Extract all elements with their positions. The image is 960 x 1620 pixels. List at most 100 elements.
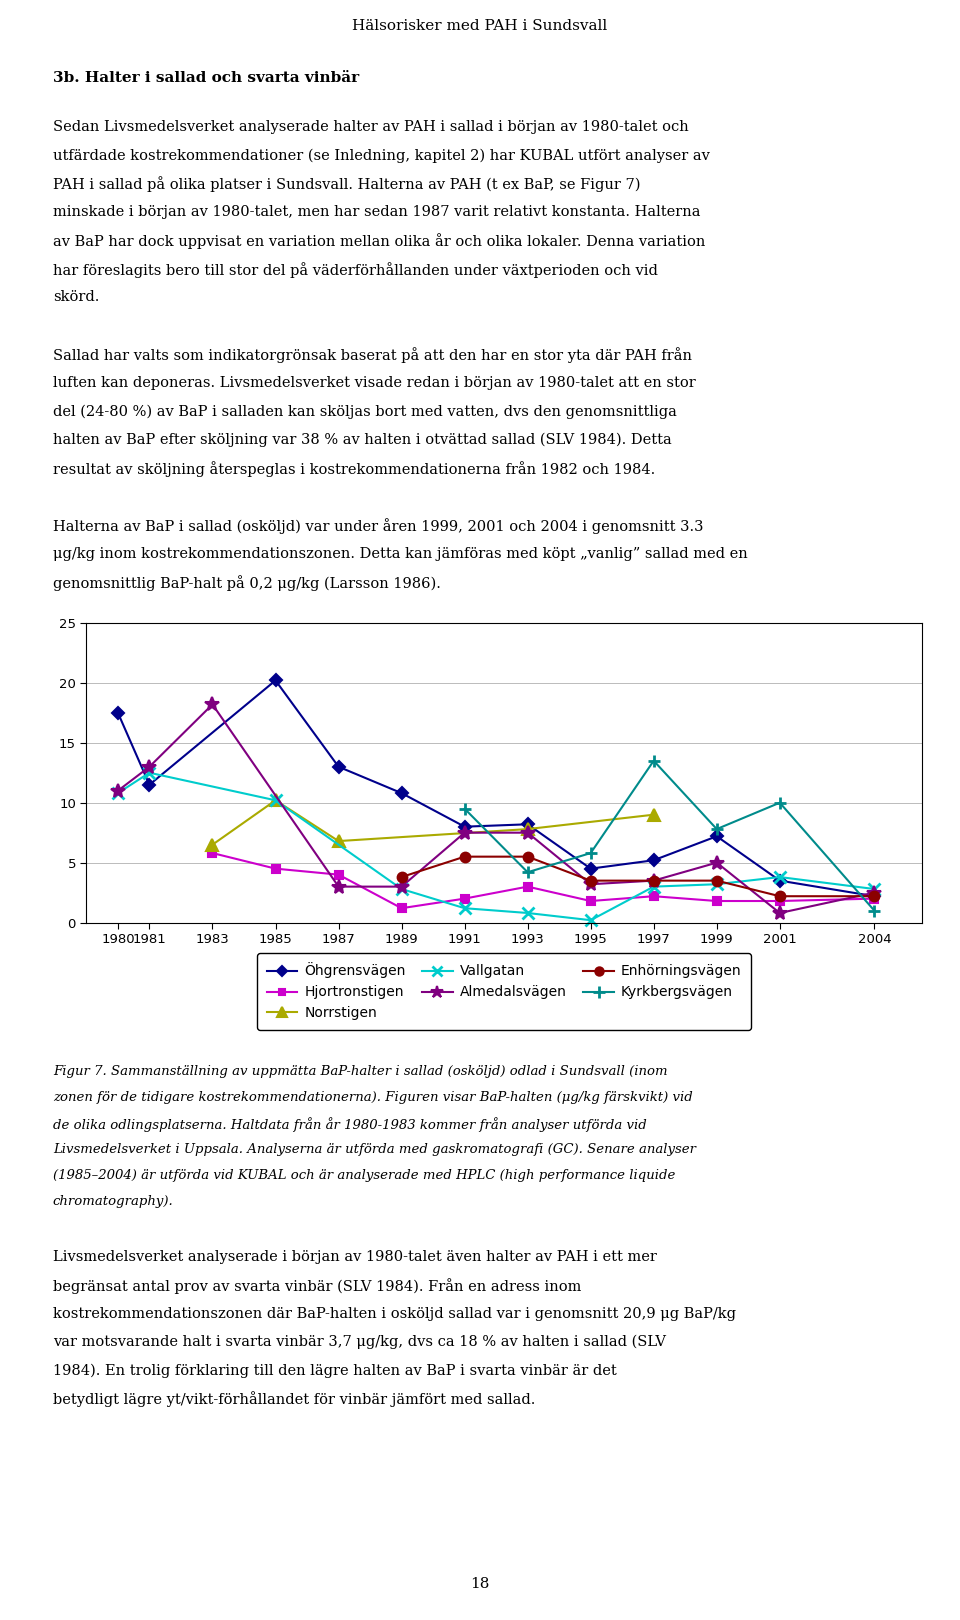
- Text: luften kan deponeras. Livsmedelsverket visade redan i början av 1980-talet att e: luften kan deponeras. Livsmedelsverket v…: [53, 376, 696, 390]
- Almedalsvägen: [333, 876, 345, 896]
- Almedalsvägen: [459, 823, 470, 842]
- Vallgatan: [270, 791, 281, 810]
- Text: minskade i början av 1980-talet, men har sedan 1987 varit relativt konstanta. Ha: minskade i början av 1980-talet, men har…: [53, 204, 700, 219]
- Text: halten av BaP efter sköljning var 38 % av halten i otvättad sallad (SLV 1984). D: halten av BaP efter sköljning var 38 % a…: [53, 433, 672, 447]
- Text: Livsmedelsverket analyserade i början av 1980-talet även halter av PAH i ett mer: Livsmedelsverket analyserade i början av…: [53, 1249, 657, 1264]
- Öhgrensvägen: [585, 859, 596, 878]
- Text: av BaP har dock uppvisat en variation mellan olika år och olika lokaler. Denna v: av BaP har dock uppvisat en variation me…: [53, 233, 706, 249]
- Hjortronstigen: [333, 865, 345, 885]
- Kyrkbergsvägen: [459, 799, 470, 818]
- Line: Hjortronstigen: Hjortronstigen: [208, 849, 878, 912]
- Text: 18: 18: [470, 1576, 490, 1591]
- Almedalsvägen: [206, 695, 218, 714]
- Hjortronstigen: [206, 844, 218, 863]
- Enhörningsvägen: [459, 847, 470, 867]
- Hjortronstigen: [396, 899, 407, 919]
- Text: Hälsorisker med PAH i Sundsvall: Hälsorisker med PAH i Sundsvall: [352, 19, 608, 34]
- Öhgrensvägen: [774, 872, 785, 891]
- Öhgrensvägen: [869, 886, 880, 906]
- Text: μg/kg inom kostrekommendationszonen. Detta kan jämföras med köpt „vanlig” sallad: μg/kg inom kostrekommendationszonen. Det…: [53, 546, 748, 561]
- Text: utfärdade kostrekommendationer (se Inledning, kapitel 2) har KUBAL utfört analys: utfärdade kostrekommendationer (se Inled…: [53, 149, 709, 162]
- Text: genomsnittlig BaP-halt på 0,2 μg/kg (Larsson 1986).: genomsnittlig BaP-halt på 0,2 μg/kg (Lar…: [53, 575, 441, 591]
- Legend: Öhgrensvägen, Hjortronstigen, Norrstigen, Vallgatan, Almedalsvägen, Enhörningsvä: Öhgrensvägen, Hjortronstigen, Norrstigen…: [257, 953, 751, 1030]
- Line: Öhgrensvägen: Öhgrensvägen: [113, 676, 878, 901]
- Almedalsvägen: [396, 876, 407, 896]
- Öhgrensvägen: [270, 671, 281, 690]
- Enhörningsvägen: [711, 872, 723, 891]
- Text: har föreslagits bero till stor del på väderförhållanden under växtperioden och v: har föreslagits bero till stor del på vä…: [53, 261, 658, 277]
- Text: PAH i sallad på olika platser i Sundsvall. Halterna av PAH (t ex BaP, se Figur 7: PAH i sallad på olika platser i Sundsval…: [53, 177, 640, 193]
- Norrstigen: [522, 820, 534, 839]
- Almedalsvägen: [144, 757, 156, 776]
- Text: del (24-80 %) av BaP i salladen kan sköljas bort med vatten, dvs den genomsnittl: del (24-80 %) av BaP i salladen kan sköl…: [53, 403, 677, 418]
- Hjortronstigen: [585, 891, 596, 910]
- Hjortronstigen: [774, 891, 785, 910]
- Kyrkbergsvägen: [522, 862, 534, 881]
- Vallgatan: [585, 910, 596, 930]
- Enhörningsvägen: [648, 872, 660, 891]
- Text: Livsmedelsverket i Uppsala. Analyserna är utförda med gaskromatografi (GC). Sena: Livsmedelsverket i Uppsala. Analyserna ä…: [53, 1142, 696, 1157]
- Hjortronstigen: [711, 891, 723, 910]
- Almedalsvägen: [522, 823, 534, 842]
- Almedalsvägen: [711, 852, 723, 872]
- Norrstigen: [206, 834, 218, 854]
- Öhgrensvägen: [333, 757, 345, 776]
- Öhgrensvägen: [711, 826, 723, 846]
- Kyrkbergsvägen: [869, 901, 880, 920]
- Line: Enhörningsvägen: Enhörningsvägen: [396, 852, 879, 901]
- Text: var motsvarande halt i svarta vinbär 3,7 μg/kg, dvs ca 18 % av halten i sallad (: var motsvarande halt i svarta vinbär 3,7…: [53, 1335, 666, 1349]
- Line: Kyrkbergsvägen: Kyrkbergsvägen: [458, 755, 880, 917]
- Öhgrensvägen: [396, 784, 407, 804]
- Text: chromatography).: chromatography).: [53, 1194, 174, 1209]
- Vallgatan: [112, 784, 124, 804]
- Hjortronstigen: [869, 889, 880, 909]
- Text: Figur 7. Sammanställning av uppmätta BaP-halter i sallad (osköljd) odlad i Sunds: Figur 7. Sammanställning av uppmätta BaP…: [53, 1064, 667, 1079]
- Text: kostrekommendationszonen där BaP-halten i osköljd sallad var i genomsnitt 20,9 μ: kostrekommendationszonen där BaP-halten …: [53, 1306, 735, 1320]
- Text: 1984). En trolig förklaring till den lägre halten av BaP i svarta vinbär är det: 1984). En trolig förklaring till den läg…: [53, 1362, 616, 1377]
- Enhörningsvägen: [869, 886, 880, 906]
- Enhörningsvägen: [585, 872, 596, 891]
- Norrstigen: [333, 831, 345, 851]
- Kyrkbergsvägen: [711, 820, 723, 839]
- Text: betydligt lägre yt/vikt-förhållandet för vinbär jämfört med sallad.: betydligt lägre yt/vikt-förhållandet för…: [53, 1392, 535, 1408]
- Hjortronstigen: [459, 889, 470, 909]
- Enhörningsvägen: [396, 867, 407, 886]
- Öhgrensvägen: [648, 850, 660, 870]
- Vallgatan: [869, 880, 880, 899]
- Line: Almedalsvägen: Almedalsvägen: [111, 698, 881, 920]
- Almedalsvägen: [774, 904, 785, 923]
- Text: resultat av sköljning återspeglas i kostrekommendationerna från 1982 och 1984.: resultat av sköljning återspeglas i kost…: [53, 460, 655, 476]
- Öhgrensvägen: [144, 774, 156, 794]
- Kyrkbergsvägen: [585, 844, 596, 863]
- Text: Sedan Livsmedelsverket analyserade halter av PAH i sallad i början av 1980-talet: Sedan Livsmedelsverket analyserade halte…: [53, 120, 688, 134]
- Almedalsvägen: [648, 872, 660, 891]
- Almedalsvägen: [112, 781, 124, 800]
- Text: (1985–2004) är utförda vid KUBAL och är analyserade med HPLC (high performance l: (1985–2004) är utförda vid KUBAL och är …: [53, 1168, 675, 1183]
- Vallgatan: [648, 876, 660, 896]
- Text: de olika odlingsplatserna. Haltdata från år 1980-1983 kommer från analyser utför: de olika odlingsplatserna. Haltdata från…: [53, 1116, 646, 1132]
- Hjortronstigen: [270, 859, 281, 878]
- Vallgatan: [396, 880, 407, 899]
- Text: begränsat antal prov av svarta vinbär (SLV 1984). Från en adress inom: begränsat antal prov av svarta vinbär (S…: [53, 1278, 581, 1294]
- Text: 3b. Halter i sallad och svarta vinbär: 3b. Halter i sallad och svarta vinbär: [53, 71, 359, 86]
- Text: skörd.: skörd.: [53, 290, 99, 305]
- Kyrkbergsvägen: [774, 792, 785, 812]
- Line: Norrstigen: Norrstigen: [207, 795, 660, 850]
- Text: Sallad har valts som indikatorgrönsak baserat på att den har en stor yta där PAH: Sallad har valts som indikatorgrönsak ba…: [53, 347, 692, 363]
- Text: Halterna av BaP i sallad (osköljd) var under åren 1999, 2001 och 2004 i genomsni: Halterna av BaP i sallad (osköljd) var u…: [53, 518, 704, 535]
- Vallgatan: [522, 904, 534, 923]
- Vallgatan: [144, 763, 156, 782]
- Enhörningsvägen: [774, 886, 785, 906]
- Almedalsvägen: [869, 883, 880, 902]
- Vallgatan: [774, 867, 785, 886]
- Kyrkbergsvägen: [648, 752, 660, 771]
- Almedalsvägen: [585, 875, 596, 894]
- Öhgrensvägen: [459, 816, 470, 836]
- Vallgatan: [459, 899, 470, 919]
- Norrstigen: [270, 791, 281, 810]
- Hjortronstigen: [648, 886, 660, 906]
- Öhgrensvägen: [522, 815, 534, 834]
- Hjortronstigen: [522, 876, 534, 896]
- Vallgatan: [711, 875, 723, 894]
- Öhgrensvägen: [112, 703, 124, 723]
